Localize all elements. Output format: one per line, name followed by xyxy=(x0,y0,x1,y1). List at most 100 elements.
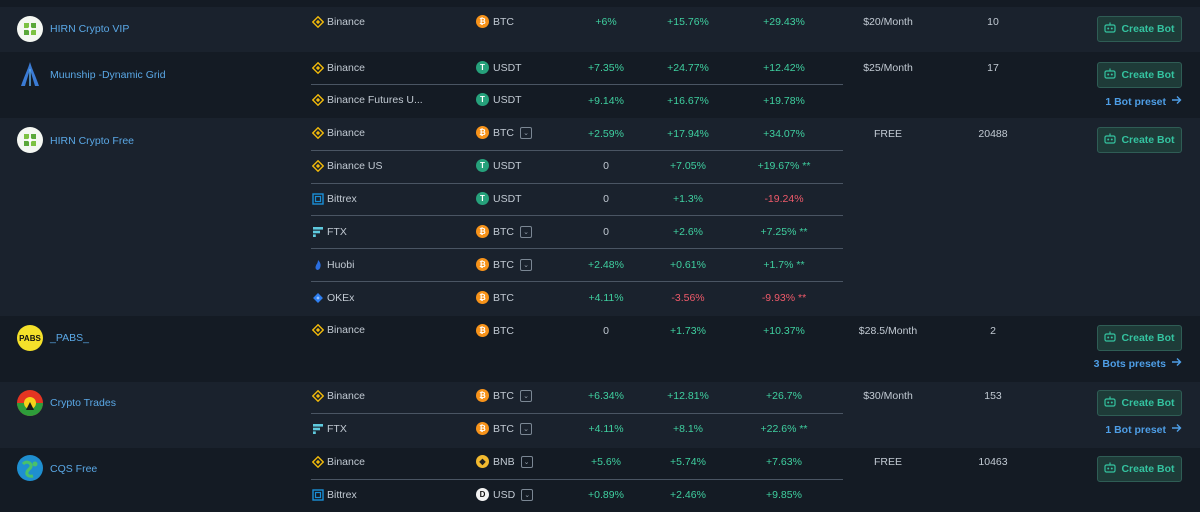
create-bot-button[interactable]: Create Bot xyxy=(1097,127,1182,153)
coin-select[interactable]: ₿ BTC ⌄ xyxy=(476,258,532,271)
binance-icon xyxy=(312,390,324,402)
create-bot-button[interactable]: Create Bot xyxy=(1097,325,1182,351)
user-count: 10 xyxy=(987,16,999,28)
create-bot-label: Create Bot xyxy=(1121,69,1175,81)
create-bot-button[interactable]: Create Bot xyxy=(1097,456,1182,482)
return-2: +24.77% xyxy=(667,62,709,74)
strategy-name-link[interactable]: HIRN Crypto Free xyxy=(50,135,135,147)
binance-icon xyxy=(312,127,324,139)
chevron-down-icon[interactable]: ⌄ xyxy=(520,389,532,402)
create-bot-button[interactable]: Create Bot xyxy=(1097,390,1182,416)
chevron-down-icon[interactable]: ⌄ xyxy=(521,488,534,501)
coin-label: BTC xyxy=(493,225,514,238)
exchange-cell: Binance xyxy=(312,127,365,139)
price: $28.5/Month xyxy=(858,325,918,337)
bot-preset-link[interactable]: 1 Bot preset xyxy=(1105,423,1182,436)
row-divider xyxy=(311,84,843,85)
ftx-icon xyxy=(312,226,324,238)
coin-select[interactable]: ₿ BTC ⌄ xyxy=(476,225,532,238)
return-3: -19.24% xyxy=(764,193,804,205)
strategy-name-link[interactable]: HIRN Crypto VIP xyxy=(50,23,130,35)
return-3: -9.93% ** xyxy=(761,292,807,304)
coin-label: USDT xyxy=(493,93,522,106)
exchange-label: Binance xyxy=(327,390,365,402)
return-1: +9.14% xyxy=(588,95,624,107)
strategy-name-link[interactable]: Crypto Trades xyxy=(50,397,116,409)
chevron-down-icon[interactable]: ⌄ xyxy=(520,126,532,139)
return-1: +7.35% xyxy=(588,62,624,74)
strategy-name-link[interactable]: Muunship -Dynamic Grid xyxy=(50,69,166,81)
return-1: 0 xyxy=(603,325,609,337)
row-divider xyxy=(311,413,843,414)
chevron-down-icon[interactable]: ⌄ xyxy=(520,225,532,238)
create-bot-label: Create Bot xyxy=(1121,463,1175,475)
okex-icon xyxy=(312,292,324,304)
row-divider xyxy=(311,215,843,216)
bot-preset-link[interactable]: 1 Bot preset xyxy=(1105,95,1182,108)
btc-icon: ₿ xyxy=(476,389,489,402)
strategy-group-crypto-trades xyxy=(0,382,1200,448)
strategy-name-link[interactable]: _PABS_ xyxy=(50,332,89,344)
exchange-label: Bittrex xyxy=(327,489,357,501)
return-1: +4.11% xyxy=(588,423,624,435)
row-divider xyxy=(311,248,843,249)
preset-label: 3 Bots presets xyxy=(1093,357,1166,370)
coin-select[interactable]: ₿ BTC ⌄ xyxy=(476,422,532,435)
exchange-cell: Binance xyxy=(312,16,365,28)
create-bot-button[interactable]: Create Bot xyxy=(1097,62,1182,88)
usdt-icon: T xyxy=(476,192,489,205)
exchange-cell: Bittrex xyxy=(312,193,357,205)
binance-icon xyxy=(312,160,324,172)
arrow-right-icon xyxy=(1171,423,1182,436)
chevron-down-icon[interactable]: ⌄ xyxy=(520,258,532,271)
usdt-icon: T xyxy=(476,159,489,172)
hirn-logo xyxy=(17,16,43,42)
return-2: +17.94% xyxy=(667,128,709,140)
btc-icon: ₿ xyxy=(476,15,489,28)
arrow-right-icon xyxy=(1171,357,1182,370)
row-divider xyxy=(311,183,843,184)
return-1: +0.89% xyxy=(588,489,624,501)
robot-icon xyxy=(1104,22,1117,36)
coin-select[interactable]: ₿ BTC ⌄ xyxy=(476,389,532,402)
pabs-logo-text: PABS xyxy=(19,333,41,343)
robot-icon xyxy=(1104,396,1117,410)
exchange-cell: FTX xyxy=(312,226,347,238)
create-bot-label: Create Bot xyxy=(1121,397,1175,409)
exchange-label: FTX xyxy=(327,226,347,238)
coin-label: BTC xyxy=(493,291,514,304)
user-count: 20488 xyxy=(978,128,1008,140)
return-3: +9.85% xyxy=(766,489,802,501)
return-2: +8.1% xyxy=(672,423,704,435)
return-3: +26.7% xyxy=(766,390,802,402)
strategy-name-link[interactable]: CQS Free xyxy=(50,463,98,475)
crypto-trades-logo xyxy=(17,390,43,416)
return-2: +2.6% xyxy=(672,226,704,238)
return-2: +5.74% xyxy=(670,456,706,468)
preset-label: 1 Bot preset xyxy=(1105,423,1166,436)
coin-label: USDT xyxy=(493,192,522,205)
coin-label: BNB xyxy=(493,455,515,468)
binance-icon xyxy=(312,456,324,468)
return-2: +16.67% xyxy=(667,95,709,107)
coin-select[interactable]: ◆ BNB ⌄ xyxy=(476,455,533,468)
exchange-cell: Binance US xyxy=(312,160,382,172)
coin-cell: T USDT xyxy=(476,93,522,106)
coin-select[interactable]: ₿ BTC ⌄ xyxy=(476,126,532,139)
robot-icon xyxy=(1104,68,1117,82)
bot-preset-link[interactable]: 3 Bots presets xyxy=(1094,357,1182,370)
create-bot-label: Create Bot xyxy=(1121,332,1175,344)
pabs-logo: PABS xyxy=(17,325,43,351)
cqs-logo xyxy=(17,455,43,481)
coin-select[interactable]: D USD ⌄ xyxy=(476,488,534,501)
exchange-label: Huobi xyxy=(327,259,355,271)
chevron-down-icon[interactable]: ⌄ xyxy=(520,422,532,435)
btc-icon: ₿ xyxy=(476,422,489,435)
btc-icon: ₿ xyxy=(476,291,489,304)
chevron-down-icon[interactable]: ⌄ xyxy=(520,455,533,468)
exchange-label: Binance xyxy=(327,16,365,28)
usdt-icon: T xyxy=(476,93,489,106)
price: $25/Month xyxy=(863,62,913,74)
return-2: -3.56% xyxy=(671,292,705,304)
create-bot-button[interactable]: Create Bot xyxy=(1097,16,1182,42)
